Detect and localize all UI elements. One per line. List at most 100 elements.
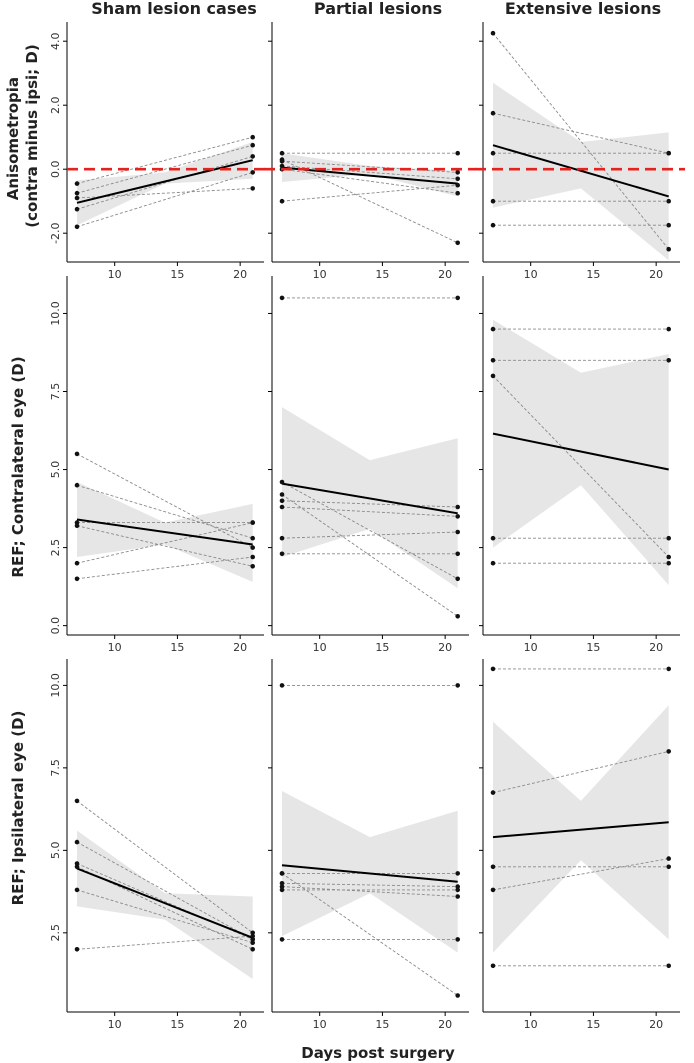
data-point-s5-0 bbox=[279, 937, 285, 942]
data-point-s3-1 bbox=[250, 520, 255, 525]
x-tick-label: 15 bbox=[586, 1018, 600, 1031]
data-point-s5-0 bbox=[279, 551, 285, 557]
fit-line bbox=[76, 159, 253, 204]
x-tick-label: 20 bbox=[649, 1018, 663, 1031]
column-title-sham: Sham lesion cases bbox=[91, 0, 256, 18]
data-point-s3-0 bbox=[490, 198, 496, 204]
y-tick-label: 7.5 bbox=[49, 383, 62, 401]
data-point-s5-1 bbox=[250, 933, 255, 939]
data-point-s3-0 bbox=[279, 884, 285, 889]
fit-line bbox=[492, 821, 669, 839]
data-point-s2-0 bbox=[490, 150, 496, 156]
data-point-s3-0 bbox=[74, 864, 80, 870]
data-point-s4-0 bbox=[279, 887, 285, 893]
individual-line-5 bbox=[76, 935, 253, 950]
x-tick-label: 15 bbox=[586, 641, 600, 654]
data-point-s4-0 bbox=[279, 535, 285, 541]
data-point-s0-0 bbox=[490, 326, 496, 332]
x-tick-label: 20 bbox=[438, 268, 452, 281]
row-label-ipsilateral: REF; Ipsilateral eye (D) bbox=[9, 711, 27, 906]
data-point-s0-1 bbox=[455, 295, 461, 301]
data-point-s5-0 bbox=[279, 198, 285, 204]
data-point-s0-1 bbox=[455, 683, 461, 688]
x-tick-label: 20 bbox=[233, 1018, 247, 1031]
x-tick-label: 15 bbox=[375, 641, 389, 654]
data-point-s1-1 bbox=[250, 142, 255, 148]
individual-line-2 bbox=[281, 500, 458, 508]
data-point-s5-1 bbox=[455, 551, 461, 557]
individual-line-2 bbox=[76, 155, 253, 210]
x-tick-label: 15 bbox=[375, 268, 389, 281]
data-point-s4-0 bbox=[74, 887, 80, 893]
data-point-s2-0 bbox=[279, 498, 285, 504]
fit-line bbox=[76, 518, 253, 546]
y-tick-label: 5.0 bbox=[49, 461, 62, 479]
data-point-s0-1 bbox=[666, 246, 671, 252]
data-point-s0-1 bbox=[666, 326, 671, 332]
y-tick-label: 0.0 bbox=[49, 160, 62, 178]
panel-r2-c1: 10 15 20 bbox=[268, 659, 469, 1031]
individual-line-3 bbox=[281, 506, 458, 517]
data-point-s5-1 bbox=[455, 182, 461, 188]
x-tick-label: 10 bbox=[313, 1018, 327, 1031]
individual-line-0 bbox=[76, 136, 253, 185]
y-tick-label: 2.5 bbox=[49, 539, 62, 557]
data-point-s2-1 bbox=[250, 154, 255, 159]
x-tick-label: 15 bbox=[170, 1018, 184, 1031]
x-tick-label: 15 bbox=[375, 1018, 389, 1031]
data-point-s4-1 bbox=[666, 963, 671, 969]
data-point-s4-0 bbox=[490, 222, 496, 228]
individual-line-1 bbox=[281, 159, 458, 244]
x-tick-label: 20 bbox=[649, 268, 663, 281]
data-point-s1-0 bbox=[74, 190, 80, 196]
individual-line-3 bbox=[281, 165, 458, 180]
panel-r1-c0: 10 15 20 0.0 2.5 5.0 7.5 10.0 bbox=[49, 276, 264, 654]
x-tick-label: 10 bbox=[313, 268, 327, 281]
individual-line-0 bbox=[76, 453, 253, 548]
data-point-s2-1 bbox=[666, 864, 671, 870]
fit-line bbox=[492, 144, 669, 198]
data-point-s1-0 bbox=[279, 479, 285, 485]
individual-line-4 bbox=[281, 168, 458, 194]
y-tick-label: 2.0 bbox=[49, 96, 62, 114]
data-point-s0-0 bbox=[74, 451, 80, 457]
data-point-s4-1 bbox=[455, 887, 461, 893]
column-title-partial: Partial lesions bbox=[314, 0, 442, 18]
data-point-s4-1 bbox=[250, 170, 255, 175]
x-tick-label: 10 bbox=[108, 1018, 122, 1031]
data-point-s2-0 bbox=[490, 864, 496, 870]
data-point-s4-0 bbox=[490, 560, 496, 566]
data-point-s2-1 bbox=[666, 554, 671, 560]
confidence-band bbox=[77, 830, 253, 979]
data-point-s0-1 bbox=[250, 930, 255, 936]
individual-line-0 bbox=[76, 800, 253, 934]
x-tick-label: 20 bbox=[649, 641, 663, 654]
x-tick-label: 15 bbox=[170, 268, 184, 281]
data-point-s3-0 bbox=[279, 504, 285, 510]
data-point-s6-1 bbox=[455, 614, 461, 619]
data-point-s5-1 bbox=[455, 937, 461, 942]
data-point-s1-1 bbox=[666, 749, 671, 754]
panel-r0-c1: 10 15 20 bbox=[264, 22, 477, 281]
data-point-s3-1 bbox=[250, 186, 255, 191]
x-tick-label: 15 bbox=[586, 268, 600, 281]
x-axis-label: Days post surgery bbox=[301, 1044, 455, 1062]
x-tick-label: 20 bbox=[438, 1018, 452, 1031]
data-point-s0-0 bbox=[74, 181, 80, 186]
data-point-s4-0 bbox=[490, 963, 496, 969]
data-point-s5-0 bbox=[74, 523, 80, 528]
data-point-s3-1 bbox=[455, 514, 461, 519]
individual-line-4 bbox=[76, 889, 253, 944]
x-tick-label: 15 bbox=[170, 641, 184, 654]
data-point-s0-1 bbox=[666, 666, 671, 672]
fit-line bbox=[492, 432, 669, 471]
y-tick-label: 10.0 bbox=[49, 301, 62, 326]
individual-line-3 bbox=[76, 522, 253, 564]
data-point-s2-0 bbox=[279, 881, 285, 886]
individual-line-2 bbox=[281, 882, 458, 888]
data-point-s6-0 bbox=[279, 492, 285, 497]
x-tick-label: 10 bbox=[108, 268, 122, 281]
panel-r2-c0: 10 15 20 2.5 5.0 7.5 10.0 bbox=[49, 659, 264, 1031]
data-point-s0-0 bbox=[279, 150, 285, 156]
